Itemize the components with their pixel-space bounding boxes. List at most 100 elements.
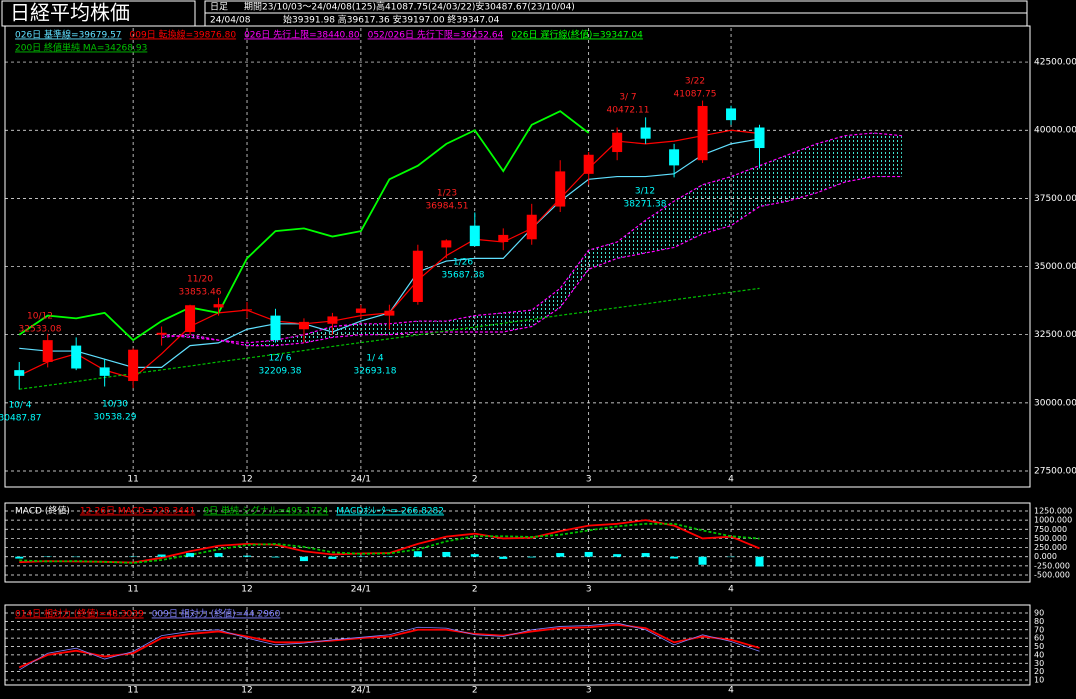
annotation-price: 36984.51 [426, 202, 469, 212]
legend-entry: 014日 相対力 (終値)=48.3039 [15, 608, 144, 620]
y-tick-label: 40 [1034, 650, 1044, 659]
panel-frame [4, 502, 1031, 583]
annotation-date: 1/23 [437, 189, 457, 199]
period-label: 日足 [210, 2, 228, 13]
y-tick-label: 80 [1034, 617, 1044, 626]
candle-body [669, 149, 680, 166]
candle-body [99, 367, 110, 376]
x-tick-label: 11 [127, 475, 138, 485]
period-info: 期間23/10/03～24/04/08(125)高41087.75(24/03/… [244, 1, 575, 13]
legend-entry: 026日 基準線=39679.57 [15, 29, 122, 41]
annotation-price: 32209.38 [259, 367, 302, 377]
candle-body [441, 240, 452, 248]
annotation-price: 40472.11 [607, 106, 650, 116]
legend-entry: 009日 転換線=39876.80 [130, 29, 237, 41]
panel-title: MACD (終値) [15, 505, 70, 517]
y-tick-label: 70 [1034, 625, 1044, 634]
candle-body [726, 108, 737, 121]
histogram-bar [413, 551, 422, 557]
annotation-date: 3/12 [635, 187, 655, 197]
y-tick-label: 20 [1034, 667, 1044, 676]
series-line [19, 522, 760, 564]
y-tick-label: 500.000 [1034, 534, 1067, 543]
candle-body [583, 154, 594, 174]
annotation-price: 32533.08 [19, 325, 62, 335]
x-tick-label: 11 [127, 686, 138, 696]
x-tick-label: 4 [728, 686, 734, 696]
histogram-bar [641, 553, 650, 557]
candle-body [412, 250, 423, 302]
y-tick-label: 32500.00 [1034, 330, 1076, 340]
candle-body [555, 171, 566, 207]
x-tick-label: 3 [586, 585, 592, 595]
histogram-bar [442, 551, 451, 557]
y-tick-label: -500.000 [1034, 571, 1070, 580]
y-tick-label: 1000.000 [1034, 516, 1072, 525]
annotation-price: 30487.87 [0, 414, 41, 424]
x-tick-label: 24/1 [351, 475, 371, 485]
annotation-date: 1/ 4 [366, 354, 384, 364]
legend-entry: 12-26日 MACD=228.3441 [80, 506, 195, 517]
y-tick-label: 250.000 [1034, 543, 1067, 552]
candle-body [612, 132, 623, 153]
annotation-price: 30538.29 [94, 413, 137, 423]
y-tick-label: 1250.000 [1034, 506, 1072, 515]
candle-body [697, 105, 708, 161]
x-tick-label: 12 [241, 686, 252, 696]
annotation-date: 10/30 [102, 400, 128, 410]
legend-entry: 200日 終値単純 MA=34268.93 [15, 42, 147, 54]
y-tick-label: 30000.00 [1034, 398, 1076, 408]
histogram-bar [271, 556, 280, 558]
histogram-bar [670, 556, 679, 559]
x-tick-label: 24/1 [351, 686, 371, 696]
candle-body [185, 305, 196, 332]
series-line [161, 175, 902, 347]
legend-entry: 052/026日 先行下限=36252.64 [368, 29, 504, 41]
y-tick-label: 50 [1034, 642, 1044, 651]
candle-body [526, 214, 537, 240]
series-line [161, 132, 902, 344]
y-tick-label: -250.000 [1034, 561, 1070, 570]
histogram-bar [470, 554, 479, 557]
annotation-price: 33853.46 [179, 288, 222, 298]
histogram-bar [613, 554, 622, 557]
annotation-price: 32693.18 [354, 367, 397, 377]
candle-body [355, 308, 366, 313]
date: 24/04/08 [210, 16, 251, 26]
annotation-date: 3/22 [685, 77, 705, 87]
chart-title: 日経平均株価 [10, 1, 130, 25]
histogram-bar [243, 555, 252, 557]
x-tick-label: 2 [472, 585, 478, 595]
series-line [18, 129, 760, 379]
annotation-date: 3/ 7 [619, 93, 636, 103]
x-tick-label: 12 [241, 585, 252, 595]
annotation-date: 1/26 [453, 258, 473, 268]
x-tick-label: 2 [472, 686, 478, 696]
histogram-bar [499, 556, 508, 559]
x-tick-label: 4 [728, 585, 734, 595]
cloud-fill [161, 132, 902, 346]
series-line [18, 110, 590, 342]
ohlc-info: 始39391.98 高39617.36 安39197.00 終39347.04 [283, 14, 500, 26]
candle-body [42, 340, 53, 362]
histogram-bar [527, 556, 536, 558]
y-tick-label: 42500.00 [1034, 58, 1076, 68]
y-tick-label: 30 [1034, 659, 1044, 668]
candle-body [14, 370, 25, 376]
legend-entry: 009日 相対力 (終値)=44.2960 [152, 608, 281, 620]
histogram-bar [556, 553, 565, 557]
annotation-date: 11/20 [187, 275, 213, 285]
legend-entry: 026日 先行上限=38440.80 [244, 29, 360, 41]
candle-body [298, 321, 309, 330]
y-tick-label: 750.000 [1034, 525, 1067, 534]
annotation-date: 10/12 [27, 312, 53, 322]
x-tick-label: 2 [472, 475, 478, 485]
histogram-bar [214, 553, 223, 557]
histogram-bar [186, 553, 195, 557]
series-line [19, 622, 760, 671]
x-tick-label: 4 [728, 475, 734, 485]
histogram-bar [698, 556, 707, 565]
panel-frame [4, 604, 1031, 686]
y-tick-label: 60 [1034, 634, 1044, 643]
